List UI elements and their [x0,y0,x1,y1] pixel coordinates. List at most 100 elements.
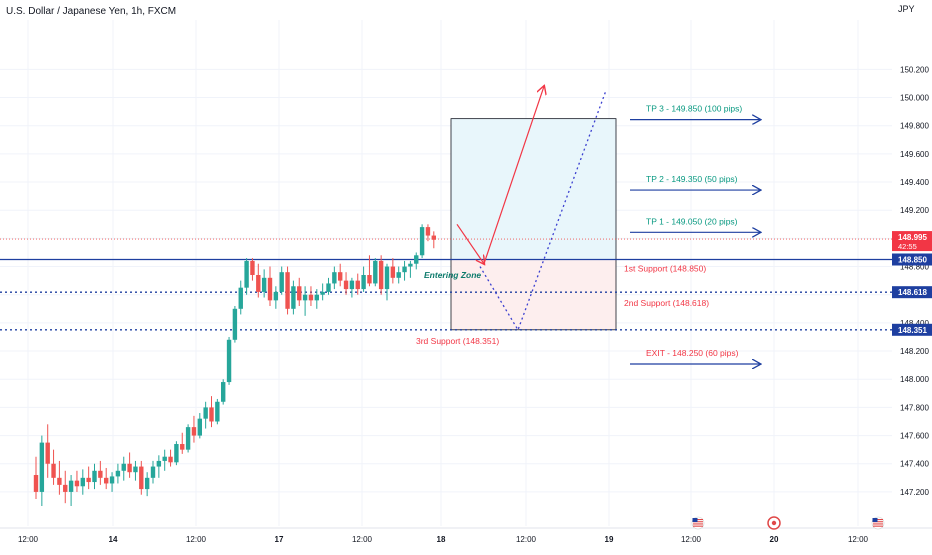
candle-body [215,401,220,422]
candle [320,283,325,301]
candle [203,401,208,429]
y-tick-label: 150.200 [900,65,929,74]
candle [215,398,220,425]
target-label-1: TP 2 - 149.350 (50 pips) [646,174,738,184]
candle [74,470,80,492]
flag-stripe [873,519,883,521]
y-tick-label: 149.400 [900,178,929,187]
candle-body [414,255,419,264]
flag-stripe [693,525,703,527]
candle [109,472,115,492]
candle [80,469,85,495]
candle-body [402,266,407,273]
candle-body [45,442,50,464]
candle-body [338,272,343,281]
candlesticks [33,224,436,506]
level-tag: 148.618 [898,288,927,297]
candle-body [191,427,197,436]
candle [291,280,296,315]
profit-zone [450,118,617,260]
candle-body [80,477,85,487]
candle [285,266,290,315]
candle-body [203,407,208,419]
current-price-tag-bg [892,231,932,252]
candle-body [367,275,372,284]
support-label-1: 2nd Support (148.618) [624,298,709,308]
candle [261,269,267,298]
y-tick-label: 148.800 [900,263,929,272]
time-axis[interactable]: 12:00 14 12:00 17 12:00 18 12:00 19 12:00 20 12:00 [0,527,932,544]
candle-body [162,456,167,461]
candle [367,255,372,287]
candle [402,260,407,281]
candle [273,286,279,309]
candle [361,266,366,292]
candle-body [63,484,68,492]
candle [419,224,425,259]
candle [244,258,249,295]
y-tick-label: 147.600 [900,432,929,441]
candle [349,277,355,298]
candle-body [33,475,39,492]
x-tick-label: 17 [275,535,284,544]
grid [0,20,892,526]
candle-body [279,272,284,292]
candle-body [302,294,308,301]
candle-body [168,456,173,463]
candle [127,452,132,478]
candle-body [209,407,214,422]
candle [51,449,56,485]
candle-body [326,283,331,292]
candle-body [127,463,132,473]
candle [180,432,185,454]
flag-stripe [693,523,703,525]
x-tick-label: 12:00 [352,535,373,544]
x-tick-label: 19 [605,535,614,544]
candle [302,286,308,316]
candle [197,413,202,439]
x-tick-label: 12:00 [186,535,207,544]
candle-body [180,444,185,450]
current-price-tag: 148.995 [898,233,927,242]
candle-body [419,227,425,256]
candle [408,260,413,278]
candle-body [98,470,103,478]
event-target-icon [767,516,781,530]
candle-body [150,466,156,478]
flag-stripe [873,521,883,523]
flag-stripe [693,519,703,521]
candle [39,435,45,506]
target-label-2: TP 1 - 149.050 (20 pips) [646,216,738,226]
candle-body [273,291,279,301]
candle [98,460,103,485]
flag-stripe [873,523,883,525]
us-flag-icon [691,516,705,530]
candle [68,475,74,506]
flag-canton [872,518,878,522]
x-tick-label: 12:00 [848,535,869,544]
candle-body [291,286,296,309]
candle [121,456,126,481]
trade-zones [450,118,617,331]
price-axis[interactable]: 150.200 150.000 149.800 149.600 149.400 149.2… [892,0,932,550]
candle-body [378,260,384,290]
candle-body [349,280,355,290]
level-tag-bg [892,323,932,336]
candle-body [396,272,401,278]
scenario-arrow-up [483,86,544,264]
y-tick-label: 148.000 [900,375,929,384]
candle [414,252,419,270]
candle-body [425,227,431,236]
x-tick-label: 12:00 [18,535,39,544]
y-tick-label: 147.800 [900,403,929,412]
x-tick-label: 12:00 [516,535,537,544]
candle-body [68,480,74,492]
candle [314,289,319,309]
candle [373,258,378,287]
candle [226,336,232,385]
y-tick-label: 147.400 [900,460,929,469]
candle-body [109,476,115,484]
candle [343,272,349,295]
